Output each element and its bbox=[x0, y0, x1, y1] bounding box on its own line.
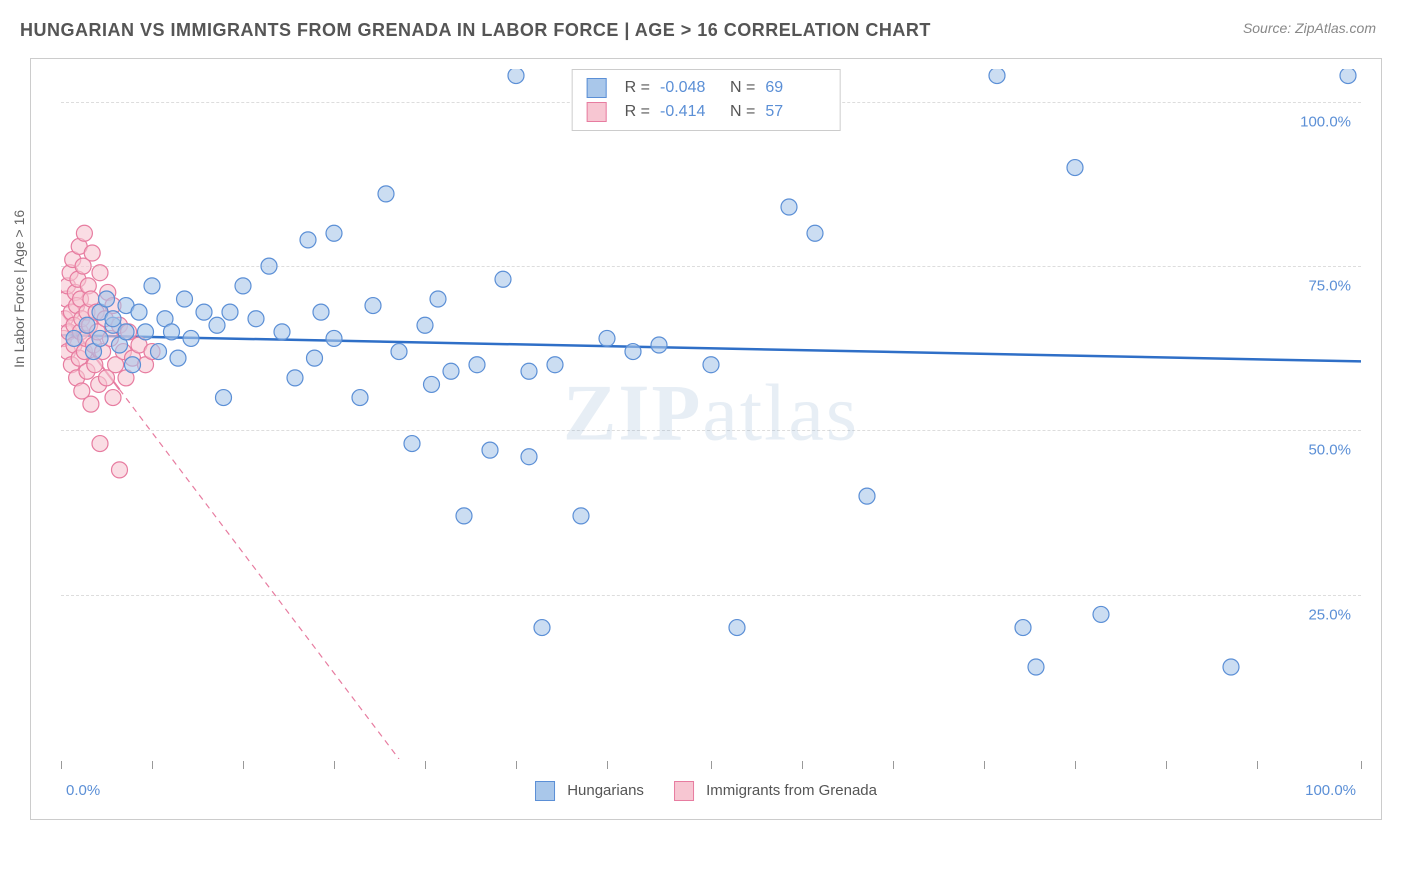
legend-item-series1: Hungarians bbox=[535, 781, 644, 801]
chart-container: In Labor Force | Age > 16 ZIPatlas 25.0%… bbox=[30, 58, 1382, 820]
bottom-legend: Hungarians Immigrants from Grenada bbox=[535, 781, 877, 801]
chart-header: HUNGARIAN VS IMMIGRANTS FROM GRENADA IN … bbox=[0, 0, 1406, 51]
legend-swatch-series1 bbox=[535, 781, 555, 801]
x-axis-ticks bbox=[61, 759, 1361, 769]
source-attribution: Source: ZipAtlas.com bbox=[1243, 20, 1376, 36]
stat-row-series1: R = -0.048 N = 69 bbox=[587, 76, 826, 100]
stat-row-series2: R = -0.414 N = 57 bbox=[587, 100, 826, 124]
swatch-series2 bbox=[587, 102, 607, 122]
scatter-plot-svg bbox=[61, 69, 1361, 759]
swatch-series1 bbox=[587, 78, 607, 98]
chart-title: HUNGARIAN VS IMMIGRANTS FROM GRENADA IN … bbox=[20, 20, 931, 41]
legend-swatch-series2 bbox=[674, 781, 694, 801]
correlation-stats-box: R = -0.048 N = 69 R = -0.414 N = 57 bbox=[572, 69, 841, 131]
legend-item-series2: Immigrants from Grenada bbox=[674, 781, 877, 801]
x-axis-max-label: 100.0% bbox=[1305, 782, 1356, 799]
y-axis-title: In Labor Force | Age > 16 bbox=[11, 210, 27, 368]
x-axis-min-label: 0.0% bbox=[66, 782, 100, 799]
plot-area: ZIPatlas 25.0%50.0%75.0%100.0% bbox=[61, 69, 1361, 759]
